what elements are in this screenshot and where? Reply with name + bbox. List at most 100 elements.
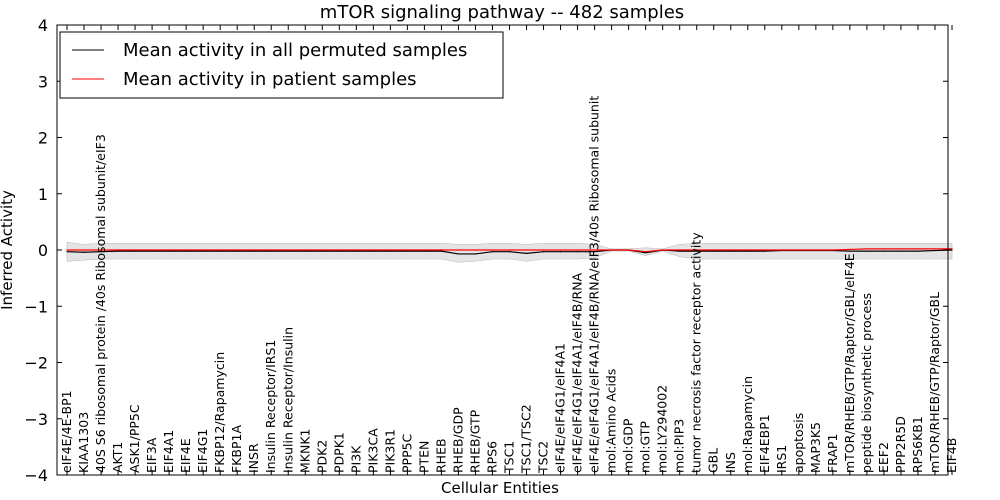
patient-mean-point (423, 249, 425, 251)
x-tick-label: PDK2 (314, 440, 329, 473)
x-tick-label: TSC1/TSC2 (519, 404, 534, 474)
x-tick-label: eIF4E/eIF4G1/eIF4A1 (553, 343, 568, 473)
x-tick-label: mol:Rapamycin (740, 376, 755, 473)
permuted-mean-point (866, 250, 868, 252)
permuted-mean-point (934, 249, 936, 252)
patient-mean-point (951, 248, 953, 250)
permuted-mean-point (508, 251, 511, 253)
x-tick-label: RPS6 (484, 441, 499, 473)
patient-mean-point (202, 249, 204, 251)
x-tick-label: mTOR/RHEB/GTP/Raptor/GBL (927, 292, 942, 473)
patient-mean-point (406, 249, 408, 251)
x-tick-label: apoptosis (791, 413, 806, 473)
permuted-mean-point (321, 250, 323, 252)
patient-mean-point (338, 249, 340, 251)
x-tick-label: PTEN (416, 441, 431, 473)
x-tick-label: eIF4E/eIF4G1/eIF4A1/eIF4B/RNA/eIF3/40s R… (587, 96, 602, 473)
permuted-mean-point (100, 251, 102, 253)
patient-mean-point (168, 249, 170, 251)
x-tick-label: RHEB/GTP (467, 409, 482, 473)
x-tick-label: EIF4A1 (161, 430, 176, 473)
x-tick-label: TSC1 (502, 441, 517, 474)
x-tick-label: FKBP1A (229, 425, 244, 473)
permuted-mean-point (645, 252, 647, 254)
patient-mean-point (117, 249, 119, 251)
patient-mean-point (781, 249, 783, 251)
x-tick-label: INS (723, 452, 738, 473)
permuted-mean-point (423, 250, 425, 252)
patient-mean-point (934, 248, 936, 250)
patient-mean-point (440, 249, 443, 251)
x-tick-label: Insulin Receptor/IRS1 (263, 340, 278, 473)
permuted-mean-point (202, 250, 204, 252)
patient-mean-point (679, 249, 681, 251)
y-axis: 4 3 2 1 0 −1 −2 −3 −4 (24, 16, 948, 485)
patient-mean-point (389, 249, 391, 251)
patient-mean-point (866, 248, 868, 250)
permuted-mean-point (474, 253, 477, 255)
patient-mean-point (849, 248, 851, 251)
permuted-mean-point (372, 250, 374, 252)
x-tick-label: PPP5C (399, 433, 414, 473)
patient-mean-point (134, 249, 136, 251)
patient-mean-point (525, 249, 528, 251)
permuted-mean-point (849, 250, 851, 252)
series-layer (66, 248, 953, 255)
permuted-mean-point (559, 251, 562, 253)
x-tick-label: mol:GDP (621, 418, 636, 473)
permuted-mean-point (491, 251, 494, 253)
x-tick-label: RHEB (433, 438, 448, 473)
patient-mean-point (611, 249, 613, 251)
x-tick-label: INSR (246, 443, 261, 473)
x-tick-label: EEF2 (876, 442, 891, 473)
x-tick-label: 40S S6 ribosomal protein /40s Ribosomal … (93, 134, 108, 473)
legend-box (59, 31, 504, 99)
patient-mean-point (219, 249, 221, 251)
y-tick-label: 3 (38, 72, 48, 91)
patient-mean-point (508, 249, 511, 251)
patient-mean-point (696, 249, 698, 251)
x-tick-label: EIF4B (944, 438, 959, 473)
permuted-mean-point (304, 250, 306, 252)
x-tick-label: EIF4EBP1 (757, 414, 772, 473)
permuted-mean-point (440, 250, 443, 252)
permuted-mean-point (764, 250, 766, 252)
x-tick-label: mol:LY294002 (655, 385, 670, 473)
patient-mean-point (253, 249, 255, 251)
x-tick-label: peptide biosynthetic process (859, 293, 874, 473)
patient-mean-point (900, 248, 902, 250)
patient-mean-point (917, 248, 919, 250)
x-tick-label: mol:Amino Acids (604, 369, 619, 473)
patient-mean-point (559, 249, 562, 251)
permuted-mean-point (883, 250, 885, 252)
x-tick-label: FKBP12/Rapamycin (212, 352, 227, 473)
x-tick-label: PI3K (348, 445, 363, 473)
permuted-mean-point (219, 250, 221, 252)
x-tick-label: mol:GTP (638, 421, 653, 473)
patient-mean-point (798, 249, 800, 251)
chart-title: mTOR signaling pathway -- 482 samples (320, 2, 684, 23)
patient-mean-point (491, 249, 494, 251)
permuted-mean-point (117, 250, 119, 252)
permuted-mean-point (576, 251, 579, 253)
patient-mean-point (730, 249, 732, 251)
patient-mean-point (270, 249, 272, 251)
x-tick-label: MAP3K5 (808, 422, 823, 473)
x-tick-label: tumor necrosis factor receptor activity (689, 232, 704, 473)
y-axis-label: Inferred Activity (0, 190, 16, 310)
permuted-mean-point (389, 250, 391, 252)
permuted-mean-point (287, 250, 289, 252)
x-tick-label: TSC2 (536, 441, 551, 474)
x-tick-label: PPP2R5D (893, 416, 908, 473)
x-tick-label: eIF4E/4E-BP1 (59, 390, 74, 473)
permuted-mean-point (270, 250, 272, 252)
permuted-mean-point (747, 250, 749, 252)
x-tick-label: mTOR/RHEB/GTP/Raptor/GBL/eIF4E (842, 253, 857, 473)
patient-mean-point (185, 249, 187, 251)
permuted-mean-point (253, 250, 255, 252)
permuted-mean-point (542, 251, 545, 253)
permuted-mean-point (594, 251, 596, 253)
legend-label-permuted: Mean activity in all permuted samples (123, 40, 467, 61)
patient-mean-point (304, 249, 306, 251)
x-tick-label: IRS1 (774, 445, 789, 473)
